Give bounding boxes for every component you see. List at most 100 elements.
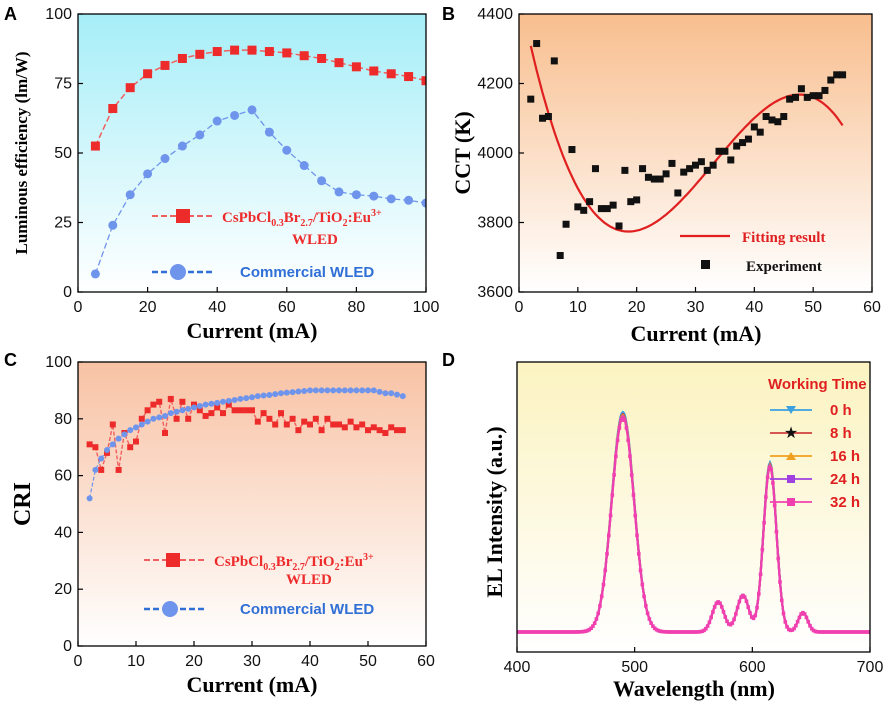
x-tick-label: 80	[348, 299, 366, 316]
y-tick-label: 4000	[477, 145, 513, 162]
legend-label: 32 h	[830, 494, 860, 511]
data-point-cspbcl	[231, 407, 238, 414]
y-tick-label: 50	[54, 145, 72, 162]
data-point-commercial	[121, 431, 128, 438]
experiment-point	[780, 113, 788, 121]
data-point-commercial	[301, 387, 308, 394]
experiment-point	[662, 170, 670, 178]
experiment-point	[839, 71, 847, 79]
panel-b-x-title: Current (mA)	[631, 321, 762, 346]
data-point-commercial	[312, 387, 319, 394]
data-point-commercial	[214, 399, 221, 406]
spectrum-marker	[638, 568, 643, 573]
data-point-cspbcl	[196, 407, 203, 414]
spectrum-marker	[797, 615, 802, 620]
data-point-cspbcl	[317, 53, 327, 63]
panel-d: 400 500 600 700 D Wavelength (nm) EL Intens…	[442, 350, 883, 701]
data-point-commercial	[108, 220, 118, 230]
experiment-point	[527, 95, 535, 103]
data-point-cspbcl	[185, 415, 192, 422]
experiment-point	[786, 95, 794, 103]
data-point-cspbcl	[353, 424, 360, 431]
fit-curve	[529, 45, 844, 233]
spectrum-marker	[621, 415, 625, 420]
spectrum-marker	[781, 611, 786, 616]
spectrum-marker	[762, 520, 766, 525]
data-point-commercial	[359, 387, 366, 394]
data-point-cspbcl	[301, 418, 308, 425]
legend-marker-square	[176, 209, 190, 223]
spectrum-marker	[647, 617, 652, 621]
experiment-point	[633, 196, 641, 204]
experiment-point	[809, 92, 817, 100]
spectrum-marker	[778, 580, 782, 584]
data-point-commercial	[109, 441, 116, 448]
experiment-point	[603, 205, 611, 213]
data-point-cspbcl	[404, 72, 414, 82]
spectrum-marker	[760, 547, 765, 552]
data-point-commercial	[230, 110, 240, 120]
panel-c-letter: C	[4, 350, 17, 370]
experiment-point	[580, 206, 588, 214]
data-point-cspbcl	[347, 418, 354, 425]
x-tick-label: 700	[857, 659, 884, 676]
data-point-commercial	[162, 412, 168, 419]
x-tick-label: 20	[139, 299, 157, 316]
data-point-cspbcl	[115, 466, 122, 473]
data-point-cspbcl	[90, 141, 100, 151]
experiment-point	[750, 123, 758, 131]
experiment-point	[756, 128, 764, 136]
data-point-commercial	[179, 407, 186, 414]
data-point-cspbcl	[394, 427, 400, 434]
spectrum-marker	[624, 426, 629, 430]
experiment-point	[715, 147, 723, 155]
data-point-cspbcl	[369, 66, 379, 76]
panel-a-y-title: Luminous efficiency (lm/W)	[12, 51, 31, 254]
spectrum-marker	[622, 418, 627, 422]
data-point-cspbcl	[173, 415, 180, 422]
spectrum-marker	[757, 592, 761, 596]
data-point-commercial	[156, 414, 163, 421]
x-tick-label: 500	[621, 659, 648, 676]
spectrum-marker	[774, 530, 779, 534]
experiment-point	[762, 113, 770, 121]
panel-c: 0 10 20 30 40 50 60 0 20 40 60 80 100 C Current (mA…	[4, 350, 435, 697]
data-point-cspbcl	[388, 424, 395, 431]
y-tick-label: 60	[54, 468, 72, 485]
spectrum-marker	[772, 503, 777, 508]
data-point-commercial	[138, 421, 145, 428]
legend-marker-circle	[170, 264, 186, 280]
legend-label-commercial: Commercial WLED	[240, 264, 374, 281]
data-point-cspbcl	[299, 51, 309, 61]
panel-a-x-title: Current (mA)	[187, 318, 318, 343]
legend-experiment-marker	[701, 260, 710, 269]
data-point-cspbcl	[225, 401, 232, 408]
experiment-point	[574, 203, 582, 211]
experiment-point	[680, 168, 688, 176]
panel-a-x-ticks: 0 20 40 60 80 100	[74, 287, 439, 316]
data-point-commercial	[86, 495, 93, 502]
data-point-commercial	[90, 269, 100, 279]
data-point-commercial	[208, 400, 215, 407]
data-point-cspbcl	[138, 415, 145, 422]
data-point-commercial	[92, 466, 99, 473]
data-point-commercial	[347, 387, 354, 394]
data-point-commercial	[202, 401, 209, 408]
panel-d-background	[517, 362, 870, 652]
x-tick-label: 40	[208, 299, 226, 316]
experiment-point	[539, 114, 547, 122]
spectrum-marker	[723, 615, 728, 619]
experiment-point	[733, 142, 741, 150]
data-point-cspbcl	[307, 421, 313, 428]
spectrum-marker	[771, 481, 775, 485]
y-tick-label: 80	[54, 411, 72, 428]
experiment-point	[650, 175, 658, 183]
experiment-point	[609, 201, 617, 209]
data-point-commercial	[231, 397, 238, 404]
spectrum-marker	[598, 604, 602, 608]
data-point-cspbcl	[237, 407, 244, 414]
data-point-commercial	[98, 455, 105, 462]
data-point-commercial	[247, 105, 257, 115]
data-point-commercial	[394, 391, 400, 398]
spectrum-marker	[629, 473, 634, 477]
